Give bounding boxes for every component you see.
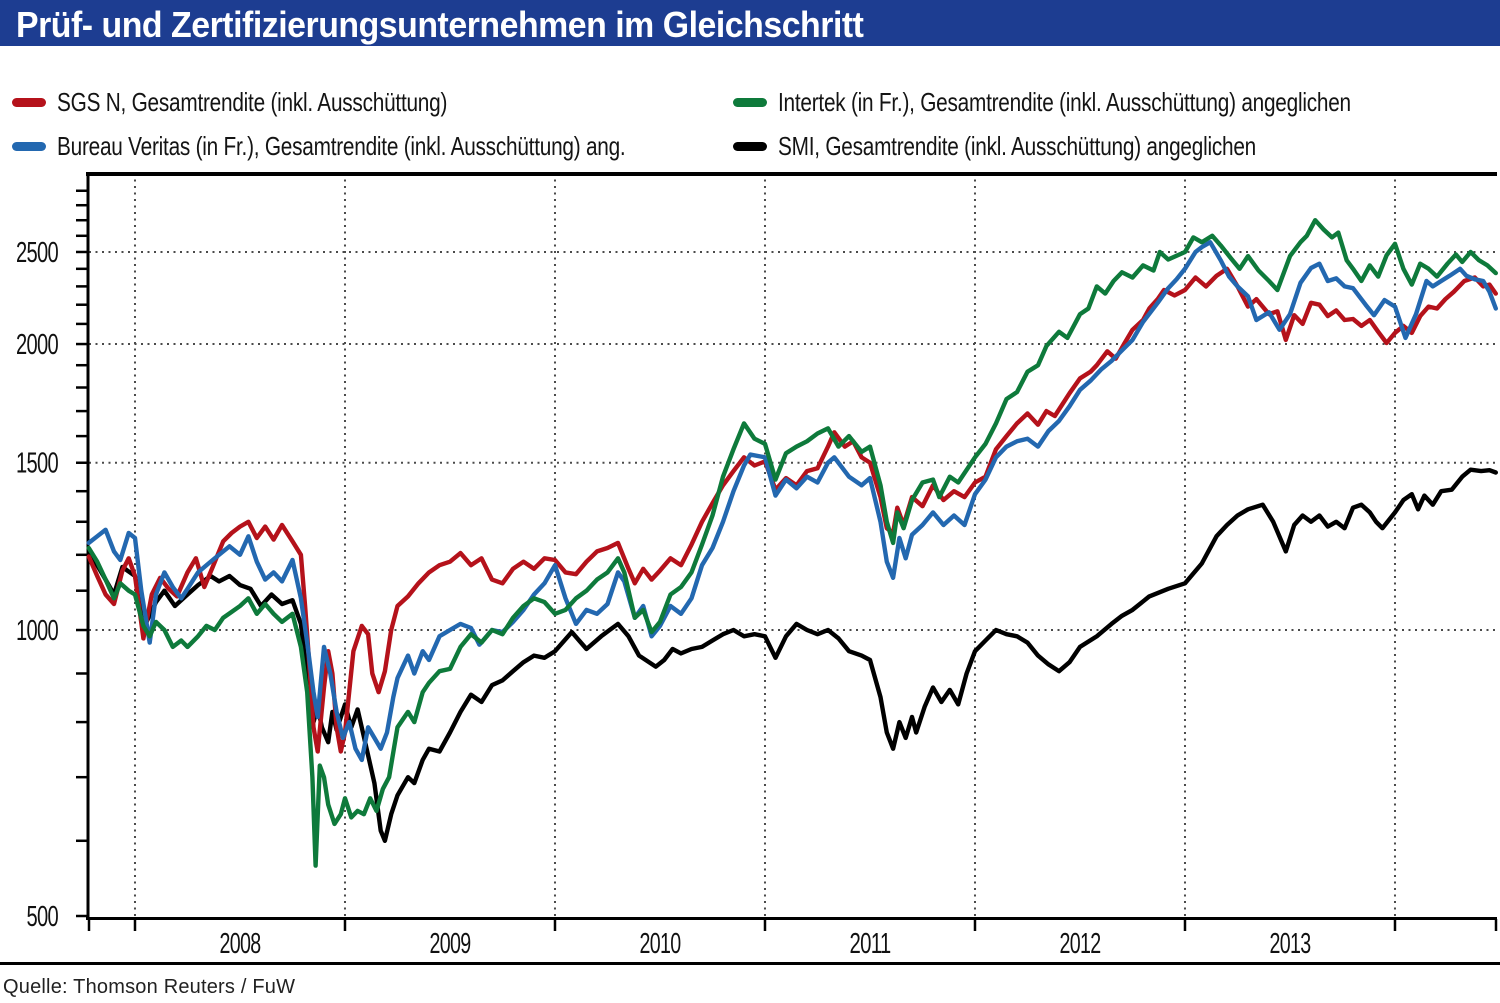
bureau-veritas-line-marker-icon [12, 141, 46, 151]
series-line-bureau-veritas [86, 239, 1499, 763]
source-credit: Quelle: Thomson Reuters / FuW [3, 976, 296, 998]
intertek-line-marker-icon [733, 97, 767, 107]
y-tick-label: 2500 [16, 237, 58, 269]
legend-item-intertek: Intertek (in Fr.), Gesamtrendite (inkl. … [733, 86, 1494, 117]
title-bar: Prüf- und Zertifizierungsunternehmen im … [0, 0, 1500, 46]
legend-item-bureau-veritas: Bureau Veritas (in Fr.), Gesamtrendite (… [12, 130, 768, 161]
y-tick-label: 2000 [16, 329, 58, 361]
y-tick-label: 500 [27, 901, 59, 933]
x-tick-label: 2011 [849, 928, 890, 960]
y-tick-label: 1500 [16, 448, 58, 480]
legend-item-sgs: SGS N, Gesamtrendite (inkl. Ausschüttung… [12, 86, 545, 117]
smi-line-marker-icon [733, 141, 767, 151]
x-tick-label: 2013 [1269, 928, 1310, 960]
legend-item-smi: SMI, Gesamtrendite (inkl. Ausschüttung) … [733, 130, 1375, 161]
y-tick-label: 1000 [16, 615, 58, 647]
page-title: Prüf- und Zertifizierungsunternehmen im … [15, 4, 864, 45]
legend-label-bureau-veritas: Bureau Veritas (in Fr.), Gesamtrendite (… [57, 130, 626, 161]
sgs-line-marker-icon [12, 97, 46, 107]
legend-label-intertek: Intertek (in Fr.), Gesamtrendite (inkl. … [778, 86, 1351, 117]
x-tick-label: 2008 [219, 928, 260, 960]
x-tick-label: 2010 [639, 928, 680, 960]
series-line-intertek [86, 217, 1499, 868]
footer-divider [0, 962, 1500, 965]
legend-label-sgs: SGS N, Gesamtrendite (inkl. Ausschüttung… [57, 86, 448, 117]
x-tick-label: 2012 [1059, 928, 1100, 960]
legend-label-smi: SMI, Gesamtrendite (inkl. Ausschüttung) … [778, 130, 1256, 161]
x-tick-label: 2009 [429, 928, 470, 960]
series-line-sgs [86, 266, 1499, 754]
